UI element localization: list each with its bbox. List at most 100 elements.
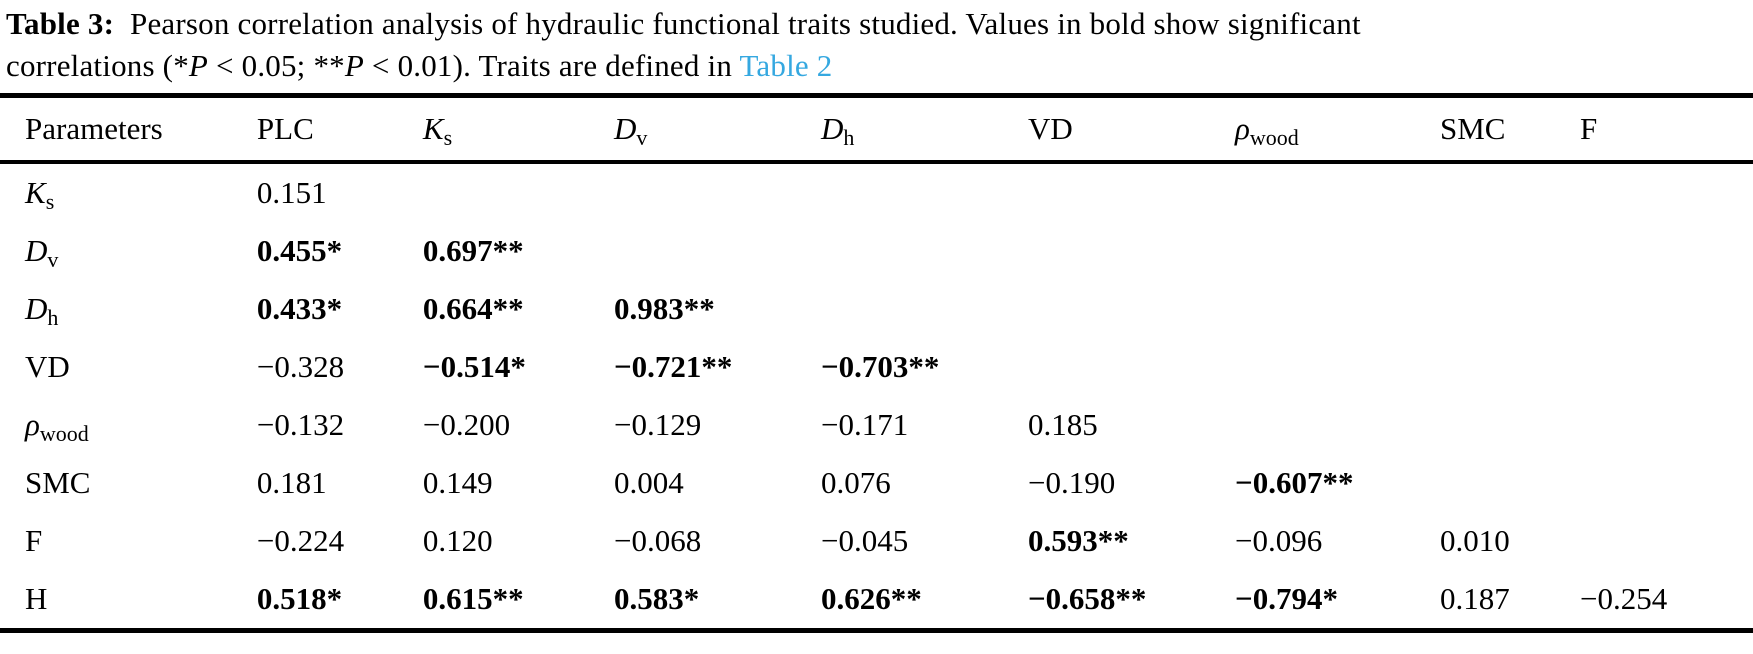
correlation-cell [1415, 222, 1555, 280]
correlation-cell: −0.794* [1235, 581, 1338, 616]
column-header-label: Ks [422, 111, 453, 150]
column-header: Ks [398, 96, 589, 163]
row-header-label: ρwood [25, 407, 89, 446]
correlation-cell: 0.593** [1028, 523, 1129, 558]
correlation-cell: 0.697** [422, 233, 524, 268]
correlation-cell: −0.721** [613, 349, 733, 384]
correlation-cell: −0.068 [613, 523, 702, 558]
row-header-label: F [25, 523, 43, 558]
row-header-label: Dv [25, 233, 59, 272]
correlation-cell [1555, 396, 1753, 454]
correlation-cell [589, 162, 796, 222]
caption-segment: < 0.05; ** [208, 48, 345, 83]
caption-segment: Pearson correlation analysis of hydrauli… [114, 6, 1361, 41]
correlation-cell [1003, 162, 1210, 222]
correlation-cell: 0.433* [256, 291, 343, 326]
correlation-cell: 0.181 [256, 465, 327, 500]
correlation-cell [398, 162, 589, 222]
correlation-cell: −0.328 [256, 349, 345, 384]
column-header: Dh [796, 96, 1003, 163]
row-header: ρwood [0, 396, 232, 454]
column-header: F [1555, 96, 1753, 163]
caption-segment: P [188, 48, 209, 83]
correlation-cell: 0.185 [1028, 407, 1098, 442]
correlation-cell: 0.120 [422, 523, 493, 558]
correlation-cell [1415, 396, 1555, 454]
correlation-cell [1555, 512, 1753, 570]
row-header: VD [0, 338, 232, 396]
table-row: F −0.224 0.120 −0.068 −0.045 0.593** −0.096 0.0… [0, 512, 1753, 570]
correlation-cell [796, 280, 1003, 338]
correlation-cell [1210, 396, 1415, 454]
column-header: VD [1003, 96, 1210, 163]
correlation-cell: 0.664** [422, 291, 524, 326]
correlation-cell: 0.455* [256, 233, 343, 268]
table-2-link[interactable]: Table 2 [739, 48, 833, 83]
column-header-label: Parameters [25, 111, 163, 146]
row-header-label: SMC [25, 465, 91, 500]
correlation-cell: −0.171 [821, 407, 909, 442]
correlation-cell: −0.254 [1580, 581, 1668, 616]
correlation-cell: 0.615** [422, 581, 524, 616]
correlation-cell [1415, 162, 1555, 222]
column-header: PLC [232, 96, 398, 163]
row-header: F [0, 512, 232, 570]
column-header: Parameters [0, 96, 232, 163]
correlation-cell: 0.149 [422, 465, 493, 500]
column-header-label: Dv [613, 111, 648, 150]
correlation-cell: −0.224 [256, 523, 345, 558]
correlation-cell [1555, 162, 1753, 222]
column-header-label: VD [1028, 111, 1073, 146]
column-header: SMC [1415, 96, 1555, 163]
correlation-cell [1003, 280, 1210, 338]
correlation-cell: 0.626** [821, 581, 922, 616]
row-header-label: Ks [25, 175, 55, 214]
column-header: Dv [589, 96, 796, 163]
correlation-cell: 0.983** [613, 291, 715, 326]
correlation-cell [1210, 280, 1415, 338]
correlation-cell: −0.607** [1235, 465, 1354, 500]
table-caption: Table 3: Pearson correlation analysis of… [0, 0, 1753, 93]
correlation-cell [1415, 338, 1555, 396]
column-header-label: SMC [1439, 111, 1506, 146]
row-header: Dv [0, 222, 232, 280]
row-header: Ks [0, 162, 232, 222]
caption-segment: correlations (* [6, 48, 189, 83]
table-row: ρwood −0.132 −0.200 −0.129 −0.171 0.185 [0, 396, 1753, 454]
correlation-cell: −0.045 [821, 523, 909, 558]
column-header-label: PLC [256, 111, 314, 146]
correlation-cell [1415, 454, 1555, 512]
correlation-cell [796, 222, 1003, 280]
correlation-cell [1555, 222, 1753, 280]
correlation-cell [1555, 280, 1753, 338]
correlation-cell: 0.583* [613, 581, 700, 616]
correlation-cell: −0.703** [821, 349, 940, 384]
correlation-cell [1210, 338, 1415, 396]
caption-segment: Table 3: [6, 6, 115, 41]
row-header-label: H [25, 581, 48, 616]
table-body: Ks 0.151 Dv 0.455* 0.697** Dh 0.433* 0.664** 0.9… [0, 162, 1753, 631]
row-header: Dh [0, 280, 232, 338]
correlation-cell: 0.076 [821, 465, 891, 500]
header-row: Parameters PLC Ks Dv Dh VD ρwood SMC F [0, 96, 1753, 163]
correlation-cell [1003, 222, 1210, 280]
row-header-label: VD [25, 349, 70, 384]
table-row: SMC 0.181 0.149 0.004 0.076 −0.190 −0.607** [0, 454, 1753, 512]
column-header-label: ρwood [1235, 111, 1299, 150]
correlation-cell [1210, 162, 1415, 222]
correlation-cell [1415, 280, 1555, 338]
correlation-cell: 0.004 [613, 465, 684, 500]
column-header: ρwood [1210, 96, 1415, 163]
row-header: H [0, 570, 232, 631]
correlation-cell [796, 162, 1003, 222]
row-header: SMC [0, 454, 232, 512]
table-row: Ks 0.151 [0, 162, 1753, 222]
correlation-cell [1555, 338, 1753, 396]
column-header-label: F [1580, 111, 1598, 146]
correlation-cell: 0.518* [256, 581, 343, 616]
table-row: Dh 0.433* 0.664** 0.983** [0, 280, 1753, 338]
correlation-cell: 0.010 [1439, 523, 1510, 558]
correlation-cell: 0.187 [1439, 581, 1510, 616]
correlation-cell: −0.132 [256, 407, 345, 442]
correlation-cell: 0.151 [256, 175, 327, 210]
